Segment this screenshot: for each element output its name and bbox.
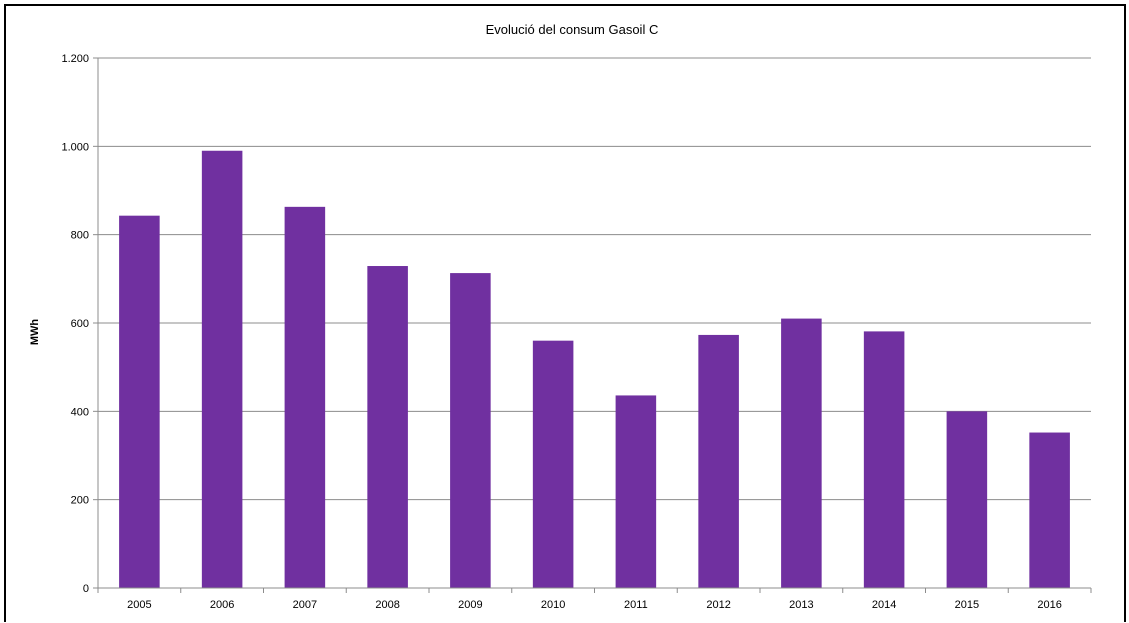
bar-2010 <box>532 340 574 588</box>
y-axis-label: MWh <box>29 319 41 346</box>
y-tick-label: 400 <box>71 406 89 418</box>
x-tick-label: 2012 <box>706 599 730 611</box>
bar-2015 <box>946 411 988 588</box>
x-tick-label: 2007 <box>293 599 317 611</box>
x-tick-label: 2009 <box>458 599 482 611</box>
chart-frame: Evolució del consum Gasoil C MWh 0 200 400… <box>4 4 1126 622</box>
y-tick-label: 1.200 <box>61 53 89 65</box>
bar-2013 <box>781 318 822 588</box>
y-tick-label: 1.000 <box>61 141 89 153</box>
axes <box>93 57 1092 593</box>
x-tick-label: 2008 <box>375 599 399 611</box>
bars <box>119 150 1070 589</box>
bar-2008 <box>367 266 408 588</box>
chart-title: Evolució del consum Gasoil C <box>486 22 659 37</box>
y-tick-label: 600 <box>71 318 89 330</box>
bar-chart: Evolució del consum Gasoil C MWh 0 200 400… <box>29 22 1092 611</box>
bar-2012 <box>698 334 739 588</box>
bar-2007 <box>284 206 326 588</box>
gridlines <box>98 57 1091 501</box>
x-tick-label: 2013 <box>789 599 813 611</box>
y-tick-label: 0 <box>83 583 89 595</box>
x-tick-label: 2006 <box>210 599 234 611</box>
bar-2005 <box>119 215 160 589</box>
bar-2009 <box>450 273 491 588</box>
x-tick-label: 2014 <box>872 599 896 611</box>
y-tick-label: 800 <box>71 230 89 242</box>
x-tick-labels: 2005 2006 2007 2008 2009 2010 2011 2012 2013 2014… <box>127 599 1062 611</box>
x-tick-label: 2016 <box>1037 599 1061 611</box>
x-tick-label: 2010 <box>541 599 565 611</box>
bar-2014 <box>863 331 905 588</box>
bar-2011 <box>615 395 657 588</box>
bar-2006 <box>201 150 243 588</box>
y-tick-labels: 0 200 400 600 800 1.000 1.200 <box>61 53 89 595</box>
bar-2016 <box>1029 432 1070 588</box>
y-tick-label: 200 <box>71 495 89 507</box>
x-tick-label: 2015 <box>955 599 979 611</box>
x-tick-label: 2005 <box>127 599 151 611</box>
x-tick-label: 2011 <box>624 599 648 611</box>
